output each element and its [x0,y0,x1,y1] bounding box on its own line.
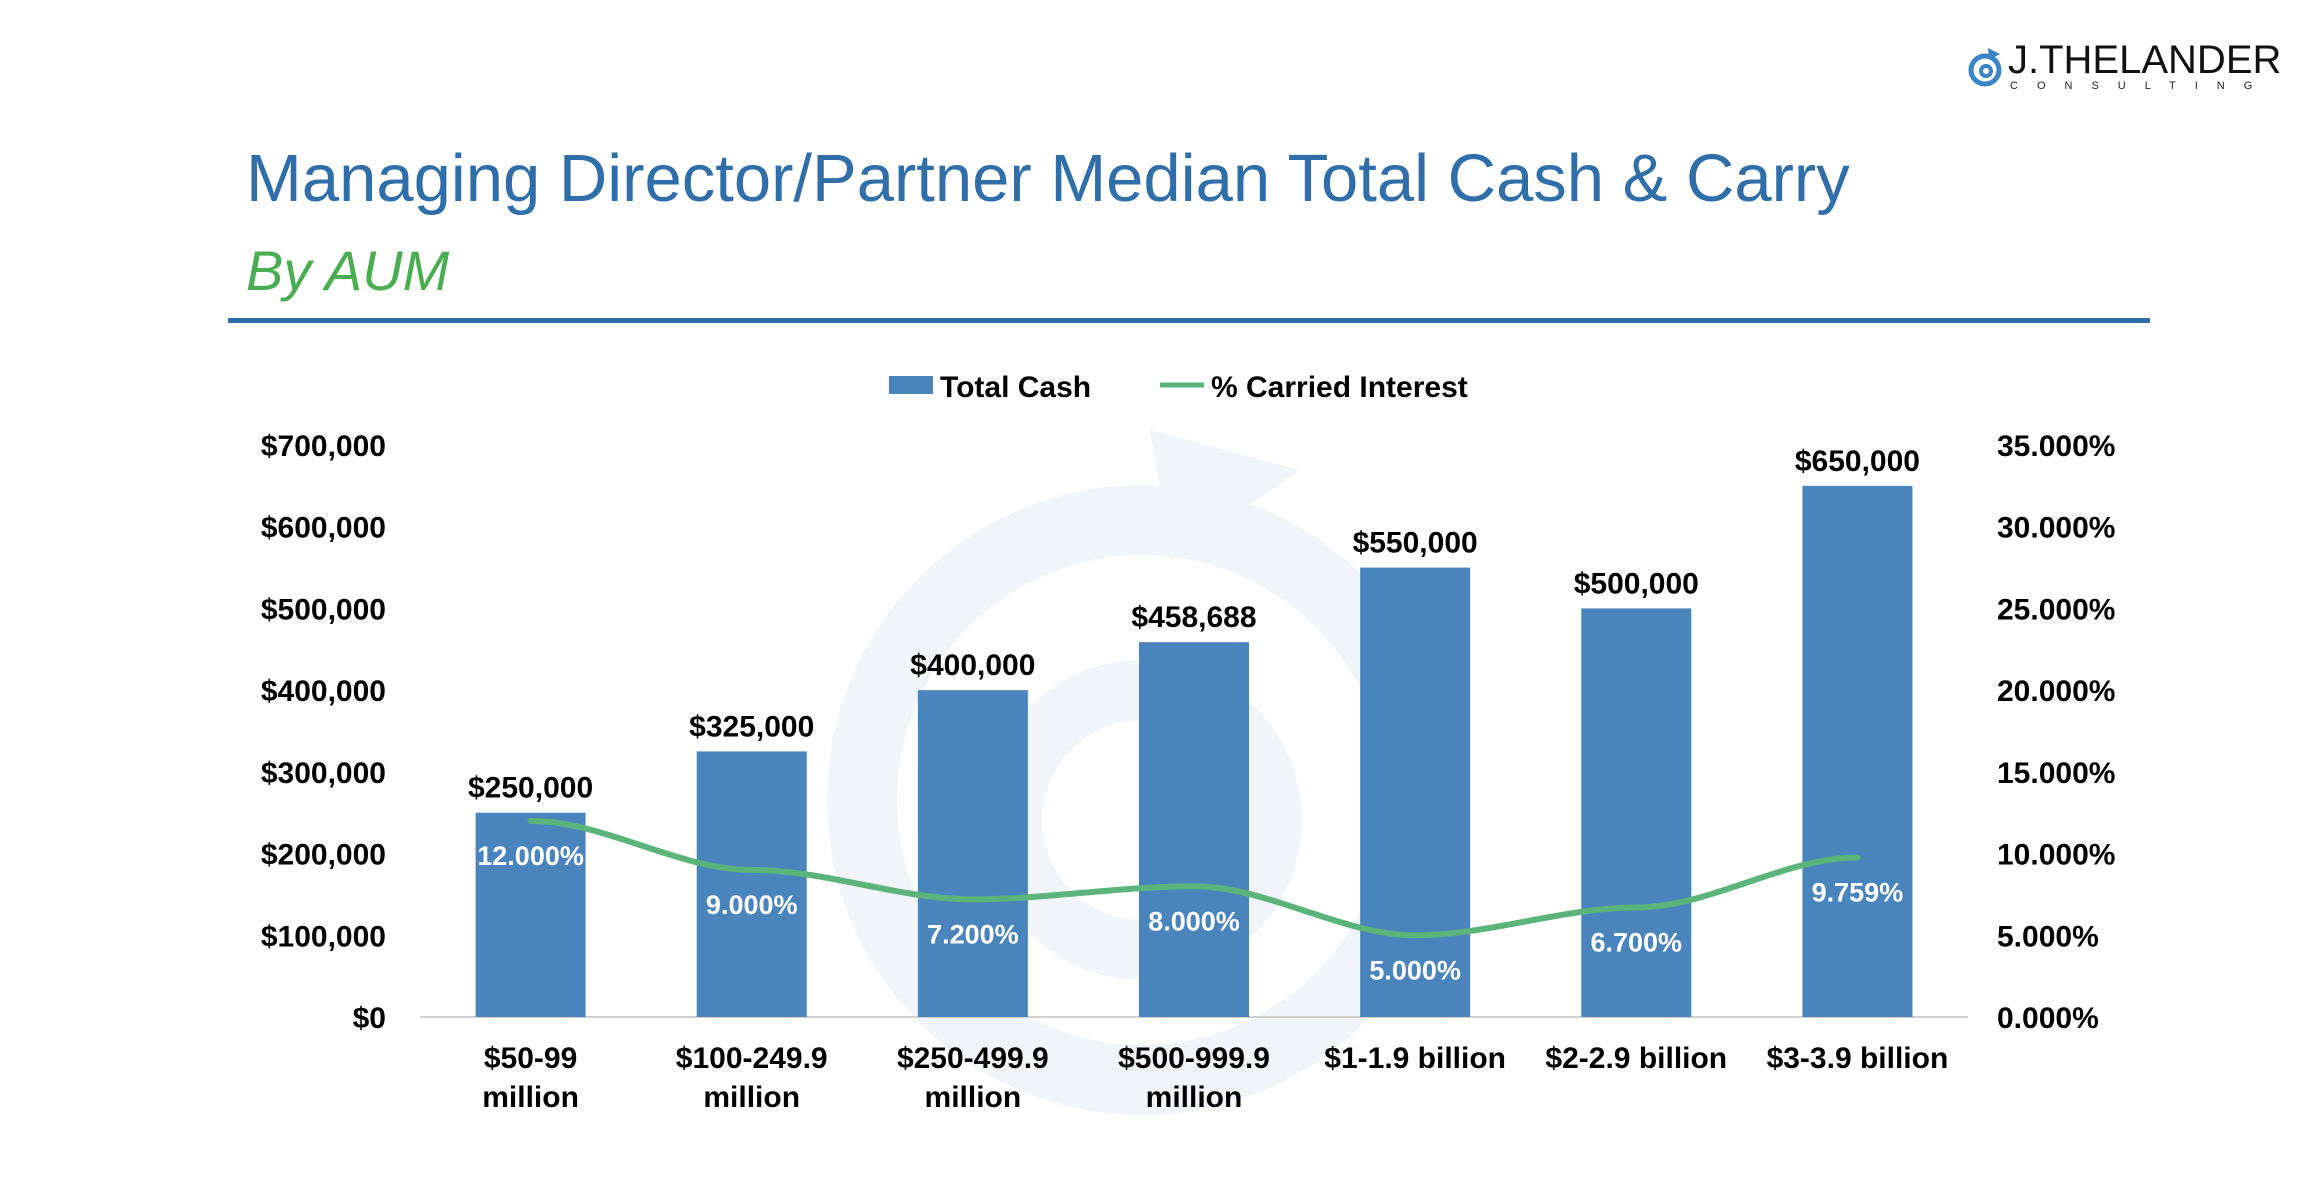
legend-label-carried-interest: % Carried Interest [1211,371,1468,404]
x-tick-label: $500-999.9 [1118,1042,1270,1075]
y-left-tick-label: $0 [353,1002,386,1035]
x-tick-label: million [925,1081,1022,1114]
line-value-label: 8.000% [1148,906,1240,936]
line-value-label: 9.000% [706,890,798,920]
y-right-tick-label: 35.000% [1997,430,2115,463]
x-tick-label: million [1146,1081,1243,1114]
line-value-label: 5.000% [1369,955,1461,985]
y-left-tick-label: $400,000 [261,675,386,708]
legend-label-total-cash: Total Cash [940,371,1091,404]
y-right-tick-label: 0.000% [1997,1002,2099,1035]
bar-value-label: $325,000 [689,710,814,743]
line-value-label: 6.700% [1590,928,1682,958]
y-right-tick-label: 25.000% [1997,593,2115,626]
x-tick-label: $50-99 [484,1042,577,1075]
y-right-tick-label: 30.000% [1997,512,2115,545]
y-left-tick-label: $300,000 [261,757,386,790]
legend: Total Cash % Carried Interest [889,371,1468,404]
bar-total-cash [1581,608,1692,1017]
bar-value-label: $400,000 [910,649,1035,682]
x-tick-label: $250-499.9 [897,1042,1049,1075]
y-right-tick-label: 10.000% [1997,839,2115,872]
page-subtitle: By AUM [246,239,450,302]
x-tick-label: million [482,1081,579,1114]
legend-swatch-total-cash [889,376,933,394]
bar-total-cash [917,690,1028,1017]
logo-tagline: CONSULTING [2010,80,2272,92]
x-tick-label: $2-2.9 billion [1545,1042,1727,1075]
x-tick-label: $1-1.9 billion [1324,1042,1506,1075]
bar-value-label: $650,000 [1795,445,1920,478]
bar-value-label: $550,000 [1353,527,1478,560]
company-logo: J.THELANDER CONSULTING [1968,38,2281,98]
bar-value-label: $250,000 [468,772,593,805]
bar-value-label: $458,688 [1131,601,1256,634]
line-value-label: 12.000% [477,841,584,871]
y-right-tick-label: 20.000% [1997,675,2115,708]
x-tick-label: $3-3.9 billion [1767,1042,1949,1075]
y-left-tick-label: $100,000 [261,920,386,953]
bar-value-label: $500,000 [1574,567,1699,600]
logo-name: J.THELANDER [2008,38,2282,82]
bar-total-cash [1360,567,1471,1017]
bar-total-cash [1139,642,1249,1017]
y-right-tick-label: 5.000% [1997,920,2099,953]
y-left-tick-label: $200,000 [261,839,386,872]
y-left-tick-label: $600,000 [261,512,386,545]
bar-total-cash [696,751,807,1017]
line-carried-interest [527,817,1861,939]
y-left-tick-label: $700,000 [261,430,386,463]
y-right-tick-label: 15.000% [1997,757,2115,790]
bar-total-cash [1802,485,1913,1017]
x-tick-label: million [703,1081,800,1114]
page-title: Managing Director/Partner Median Total C… [246,141,1850,216]
title-divider [228,318,2150,323]
bar-total-cash [475,812,586,1017]
spiral-logo-icon [1968,48,2002,87]
line-value-label: 9.759% [1812,878,1904,908]
line-value-label: 7.200% [927,919,1019,949]
y-left-tick-label: $500,000 [261,593,386,626]
x-tick-label: $100-249.9 [676,1042,828,1075]
